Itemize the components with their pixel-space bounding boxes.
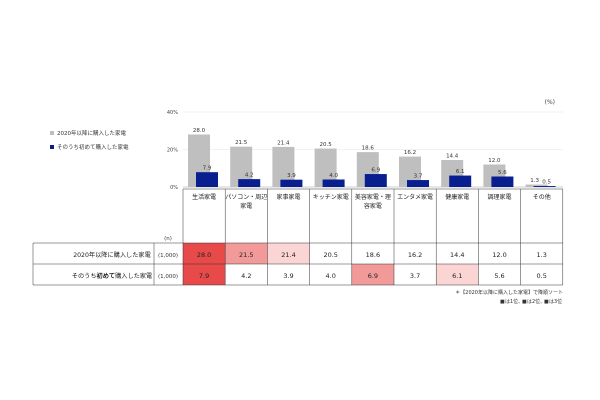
- bar-first: [407, 180, 429, 187]
- table-cell: 28.0: [197, 251, 211, 259]
- category-label: 調理家電: [487, 193, 511, 201]
- bar-total: [399, 156, 421, 187]
- category-label: 美容家電・理: [355, 193, 391, 201]
- data-label: 21.4: [277, 140, 290, 146]
- category-label: キッチン家電: [313, 193, 349, 201]
- table-cell: 21.5: [239, 251, 253, 259]
- category-label: 家電: [240, 202, 252, 210]
- table-cell: 4.2: [241, 272, 251, 280]
- rank-legend-label: は1位、: [505, 298, 523, 305]
- data-label: 4.0: [329, 173, 338, 179]
- category-label: パソコン・周辺: [225, 194, 267, 201]
- table-cell: 16.2: [408, 251, 422, 259]
- bar-first: [449, 175, 472, 187]
- data-label: 28.0: [193, 128, 206, 134]
- y-tick-label: 20%: [167, 148, 178, 154]
- bar-total: [314, 148, 337, 187]
- bar-first: [533, 186, 556, 187]
- category-label: 家事家電: [276, 193, 300, 201]
- data-label: 7.9: [203, 166, 212, 172]
- category-label: 健康家電: [445, 193, 469, 201]
- unit-label: (%): [545, 99, 555, 106]
- rank-cell-highlight: [183, 264, 226, 285]
- data-label: 14.4: [446, 154, 459, 160]
- rank-legend-label: は3位: [549, 298, 562, 305]
- data-label: 16.2: [404, 150, 416, 156]
- legend-swatch: [50, 131, 54, 135]
- bar-first: [364, 174, 387, 187]
- bar-total: [272, 146, 295, 187]
- table-cell: 0.5: [537, 272, 547, 280]
- row-label: そのうち初めて購入した家電: [72, 272, 152, 280]
- table-cell: 1.3: [537, 251, 547, 259]
- bar-total: [525, 184, 548, 187]
- table-cell: 21.4: [281, 251, 295, 259]
- row-n: (1,000): [158, 274, 178, 280]
- bar-first: [238, 179, 261, 187]
- table-cell: 6.1: [452, 272, 462, 280]
- n-header: (n): [164, 236, 172, 242]
- legend-label: 2020年以降に購入した家電: [57, 129, 126, 137]
- table-cell: 14.4: [450, 251, 464, 259]
- data-label: 4.2: [245, 173, 254, 179]
- category-label: その他: [533, 193, 551, 201]
- table-cell: 3.7: [410, 272, 420, 280]
- row-label-part: 初めて: [96, 272, 116, 280]
- row-label-part: そのうち: [72, 273, 97, 280]
- data-label: 1.3: [530, 178, 539, 184]
- table-cell: 4.0: [326, 272, 336, 280]
- data-label: 0.5: [542, 180, 551, 186]
- bar-first: [280, 179, 303, 187]
- data-label: 6.9: [371, 168, 380, 174]
- row-label: 2020年以降に購入した家電: [73, 251, 151, 259]
- category-label: 容家電: [364, 202, 382, 210]
- data-label: 3.7: [414, 174, 423, 180]
- legend-label: そのうち初めて購入した家電: [57, 143, 129, 151]
- rank-cell-highlight: [183, 243, 226, 264]
- data-label: 3.9: [287, 173, 296, 179]
- table-cell: 5.6: [494, 272, 504, 280]
- category-label: 生活家電: [192, 193, 216, 201]
- bar-first: [491, 176, 514, 187]
- table-cell: 20.5: [323, 251, 337, 259]
- rank-legend-marker: ■: [500, 299, 505, 305]
- y-tick-label: 0%: [170, 185, 178, 191]
- data-label: 6.1: [456, 169, 465, 175]
- rank-cell-highlight: [225, 243, 268, 264]
- table-cell: 6.9: [368, 272, 378, 280]
- table-cell: 3.9: [283, 272, 293, 280]
- y-tick-label: 40%: [167, 110, 178, 116]
- sort-note: ＊【2020年以降に購入した家電】で降順ソート: [455, 289, 563, 296]
- rank-legend-marker: ■: [522, 299, 527, 305]
- category-label: エンタメ家電: [397, 193, 433, 201]
- bar-first: [322, 179, 345, 187]
- data-label: 5.6: [498, 170, 507, 176]
- row-n: (1,000): [158, 253, 178, 259]
- data-label: 12.0: [488, 158, 501, 164]
- rank-legend-marker: ■: [544, 299, 549, 305]
- rank-cell-highlight: [351, 264, 394, 285]
- bar-first: [196, 172, 218, 187]
- rank-legend-label: は2位、: [527, 298, 545, 305]
- table-cell: 7.9: [199, 272, 209, 280]
- table-cell: 12.0: [492, 251, 506, 259]
- row-label-part: 購入した家電: [115, 272, 152, 280]
- table-cell: 18.6: [366, 251, 380, 259]
- legend-swatch: [50, 145, 54, 149]
- data-label: 21.5: [235, 140, 248, 146]
- data-label: 18.6: [362, 146, 375, 152]
- data-label: 20.5: [319, 142, 332, 148]
- rank-cell-highlight: [267, 243, 310, 264]
- rank-cell-highlight: [436, 264, 479, 285]
- bar-total: [230, 146, 253, 187]
